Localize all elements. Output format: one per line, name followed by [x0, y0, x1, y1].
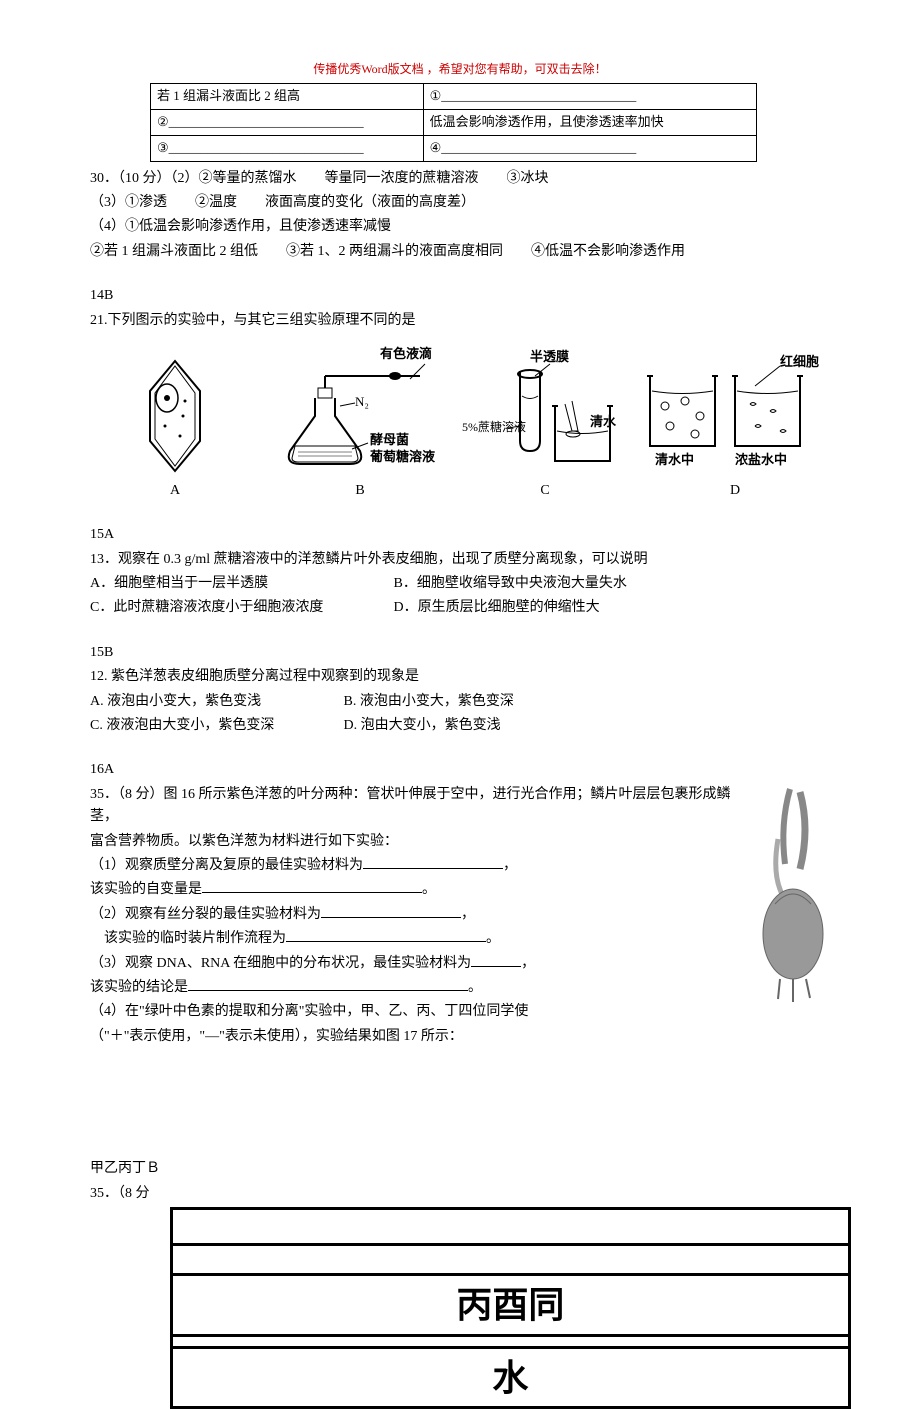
cell: 若 1 组漏斗液面比 2 组高	[151, 84, 424, 110]
q35-line1: （1）观察质壁分离及复原的最佳实验材料为，	[90, 855, 830, 877]
svg-text:红细胞: 红细胞	[780, 354, 819, 369]
diagram-label-d: D	[640, 480, 830, 502]
flask-icon: 有色液滴 N₂ 酵母菌 葡萄糖溶液	[270, 346, 450, 476]
option-a: A. 液泡由小变大，紫色变浅	[90, 691, 340, 713]
conditions-table: 若 1 组漏斗液面比 2 组高 ①_______________________…	[150, 83, 757, 161]
cell-icon	[135, 356, 215, 476]
svg-text:葡萄糖溶液: 葡萄糖溶液	[369, 449, 435, 464]
q35-line7: （4）在"绿叶中色素的提取和分离"实验中，甲、乙、丙、丁四位同学使	[90, 1001, 830, 1023]
answer-30-line1: 30．（10 分）（2）②等量的蒸馏水 等量同一浓度的蔗糖溶液 ③冰块	[90, 168, 830, 190]
svg-text:半透膜: 半透膜	[530, 349, 569, 364]
svg-text:有色液滴: 有色液滴	[380, 346, 432, 361]
header-note: 传播优秀Word版文档 ，希望对您有帮助，可双击去除！	[90, 60, 830, 79]
question-35-stem2: 富含营养物质。以紫色洋葱为材料进行如下实验：	[90, 831, 830, 853]
label-16a: 16A	[90, 759, 830, 781]
onion-icon	[760, 784, 830, 1014]
label-15b: 15B	[90, 642, 830, 664]
question-13-stem: 13．观察在 0.3 g/ml 蔗糖溶液中的洋葱鳞片叶外表皮细胞，出现了质壁分离…	[90, 549, 830, 571]
option-c: C. 液液泡由大变小，紫色变深	[90, 715, 340, 737]
option-d: D. 泡由大变小，紫色变浅	[344, 718, 501, 733]
table-row: 丙酉同	[172, 1274, 850, 1335]
diagram-row: A 有色液滴 N₂ 酵母菌 葡萄糖溶液 B 半透膜	[90, 346, 830, 502]
svg-text:浓盐水中: 浓盐水中	[735, 452, 787, 467]
beakers-icon: 红细胞 清水中 浓盐水中	[640, 346, 830, 476]
question-13-row1: A．细胞壁相当于一层半透膜 B．细胞壁收缩导致中央液泡大量失水	[90, 573, 830, 595]
tube-beaker-icon: 半透膜 5%蔗糖溶液 清水	[460, 346, 630, 476]
svg-text:清水中: 清水中	[655, 452, 694, 467]
materials-table: 丙酉同 水	[170, 1207, 851, 1409]
q35-line2: 该实验的自变量是。	[90, 879, 830, 901]
answer-30-line3: （4）①低温会影响渗透作用，且使渗透速率减慢	[90, 216, 830, 238]
table-row	[172, 1208, 850, 1244]
diagram-d: 红细胞 清水中 浓盐水中 D	[640, 346, 830, 502]
question-35-stem1: 35．（8 分）图 16 所示紫色洋葱的叶分两种：管状叶伸展于空中，进行光合作用…	[90, 784, 830, 829]
diagram-b: 有色液滴 N₂ 酵母菌 葡萄糖溶液 B	[270, 346, 450, 502]
table-row	[172, 1335, 850, 1347]
table-row: ②______________________________ 低温会影响渗透作…	[151, 109, 757, 135]
bottom-left-2: 35．（8 分	[90, 1183, 170, 1205]
option-b: B. 液泡由小变大，紫色变深	[344, 694, 514, 709]
label-14b: 14B	[90, 285, 830, 307]
table-row: 若 1 组漏斗液面比 2 组高 ①_______________________…	[151, 84, 757, 110]
cell: 低温会影响渗透作用，且使渗透速率加快	[423, 109, 756, 135]
diagram-label-a: A	[90, 480, 260, 502]
option-c: C．此时蔗糖溶液浓度小于细胞液浓度	[90, 597, 390, 619]
cell: ①______________________________	[423, 84, 756, 110]
svg-text:酵母菌: 酵母菌	[370, 432, 409, 447]
cell-text: 水	[172, 1347, 850, 1408]
option-d: D．原生质层比细胞壁的伸缩性大	[394, 600, 600, 615]
diagram-label-c: C	[460, 480, 630, 502]
option-a: A．细胞壁相当于一层半透膜	[90, 573, 390, 595]
table-row	[172, 1244, 850, 1274]
bottom-block: 甲乙丙丁Ｂ 35．（8 分 丙酉同 水	[90, 1058, 830, 1409]
question-21-stem: 21.下列图示的实验中，与其它三组实验原理不同的是	[90, 310, 830, 332]
q35-line4: 该实验的临时装片制作流程为。	[90, 928, 830, 950]
q35-line6: 该实验的结论是。	[90, 977, 830, 999]
q35-line8: （"＋"表示使用，"—"表示未使用），实验结果如图 17 所示：	[90, 1026, 830, 1048]
label-15a: 15A	[90, 524, 830, 546]
diagram-label-b: B	[270, 480, 450, 502]
q35-line5: （3）观察 DNA、RNA 在细胞中的分布状况，最佳实验材料为，	[90, 953, 830, 975]
question-12-row2: C. 液液泡由大变小，紫色变深 D. 泡由大变小，紫色变浅	[90, 715, 830, 737]
answer-30-line4: ②若 1 组漏斗液面比 2 组低 ③若 1、2 两组漏斗的液面高度相同 ④低温不…	[90, 241, 830, 263]
bottom-left-1: 甲乙丙丁Ｂ	[90, 1158, 170, 1180]
cell-text: 丙酉同	[172, 1274, 850, 1335]
q35-line3: （2）观察有丝分裂的最佳实验材料为，	[90, 904, 830, 926]
answer-30-line2: （3）①渗透 ②温度 液面高度的变化（液面的高度差）	[90, 192, 830, 214]
cell: ③______________________________	[151, 135, 424, 161]
table-row: ③______________________________ ④_______…	[151, 135, 757, 161]
question-12-row1: A. 液泡由小变大，紫色变浅 B. 液泡由小变大，紫色变深	[90, 691, 830, 713]
cell: ②______________________________	[151, 109, 424, 135]
diagram-c: 半透膜 5%蔗糖溶液 清水 C	[460, 346, 630, 502]
question-13-row2: C．此时蔗糖溶液浓度小于细胞液浓度 D．原生质层比细胞壁的伸缩性大	[90, 597, 830, 619]
question-12-stem: 12. 紫色洋葱表皮细胞质壁分离过程中观察到的现象是	[90, 666, 830, 688]
svg-text:N₂: N₂	[355, 394, 369, 409]
table-row: 水	[172, 1347, 850, 1408]
diagram-a: A	[90, 356, 260, 502]
option-b: B．细胞壁收缩导致中央液泡大量失水	[394, 576, 627, 591]
cell: ④______________________________	[423, 135, 756, 161]
svg-text:清水: 清水	[590, 414, 617, 429]
